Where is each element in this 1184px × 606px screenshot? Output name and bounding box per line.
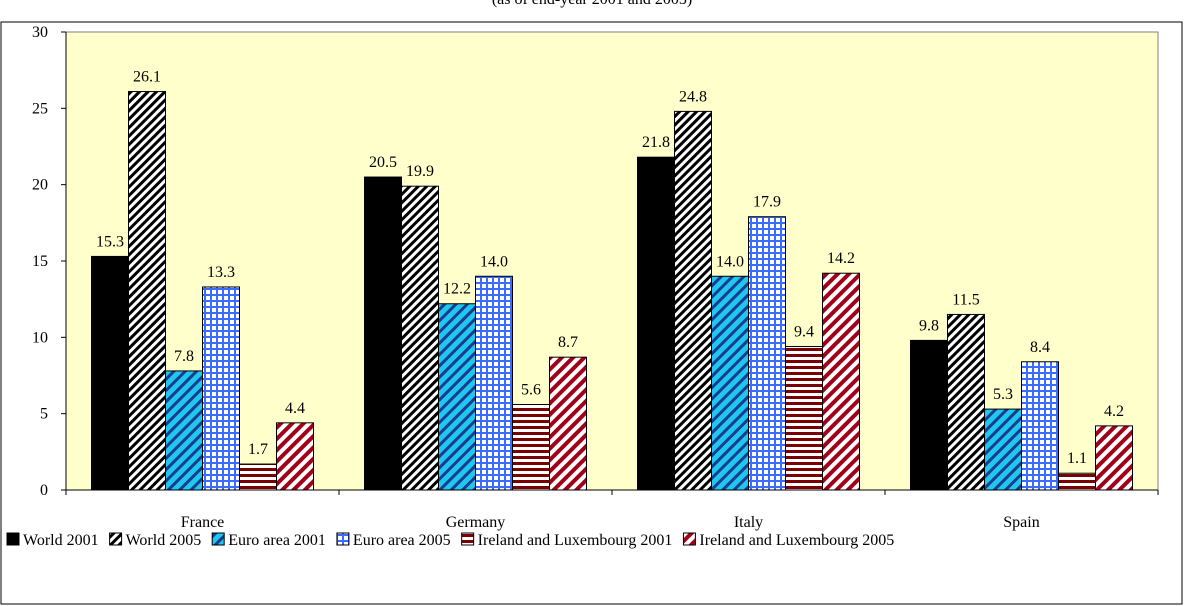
data-label-euro-area-2005-spain: 8.4 (1030, 339, 1050, 356)
bar-ireland-and-luxembourg-2001-italy (785, 345, 823, 491)
bar-world-2001-italy (637, 156, 675, 491)
legend-key-world-2005 (109, 532, 123, 546)
data-label-euro-area-2005-france: 13.3 (207, 264, 235, 281)
data-label-world-2005-france: 26.1 (133, 69, 161, 86)
bar-ireland-and-luxembourg-2001-germany (512, 404, 550, 491)
legend-label-euro-area-2005: Euro area 2005 (353, 532, 451, 549)
data-label-ireland-and-luxembourg-2005-france: 4.4 (285, 400, 305, 417)
data-label-euro-area-2001-spain: 5.3 (993, 386, 1013, 403)
x-tick-label-france: France (181, 514, 225, 531)
data-label-world-2001-italy: 21.8 (642, 134, 670, 151)
y-tick-label: 15 (32, 253, 48, 270)
y-tick-label: 20 (32, 177, 48, 194)
bar-world-2001-germany (364, 176, 402, 491)
data-label-euro-area-2001-france: 7.8 (174, 348, 194, 365)
data-label-euro-area-2005-germany: 14.0 (480, 253, 508, 270)
data-label-ireland-and-luxembourg-2005-italy: 14.2 (827, 250, 855, 267)
legend-label-ireland-and-luxembourg-2005: Ireland and Luxembourg 2005 (699, 532, 894, 549)
bar-euro-area-2001-spain (984, 408, 1022, 491)
data-label-euro-area-2001-italy: 14.0 (716, 253, 744, 270)
bar-ireland-and-luxembourg-2005-italy (822, 272, 860, 491)
legend-label-euro-area-2001: Euro area 2001 (228, 532, 326, 549)
legend-label-ireland-and-luxembourg-2001: Ireland and Luxembourg 2001 (478, 532, 673, 549)
bar-world-2005-italy (674, 110, 712, 491)
bar-ireland-and-luxembourg-2001-spain (1058, 472, 1096, 491)
data-labels-group: 15.3 20.5 21.8 9.8 26.1 19.9 24.8 11.5 7.8 12.2 14… (96, 69, 1124, 468)
y-tick-label: 25 (32, 100, 48, 117)
bar-euro-area-2005-germany (475, 275, 513, 491)
x-tick-label-spain: Spain (1003, 514, 1039, 531)
bar-ireland-and-luxembourg-2005-germany (549, 356, 587, 491)
legend-key-ireland-and-luxembourg-2005 (682, 532, 696, 546)
legend-key-ireland-and-luxembourg-2001 (461, 532, 475, 546)
legend-key-euro-area-2001 (211, 532, 225, 546)
y-tick-label: 10 (32, 329, 48, 346)
bar-euro-area-2005-spain (1021, 361, 1059, 491)
data-label-ireland-and-luxembourg-2005-germany: 8.7 (558, 334, 578, 351)
legend-label-world-2001: World 2001 (23, 532, 99, 549)
legend: World 2001 World 2005 Euro area 2001 Euro a… (6, 532, 894, 549)
y-axis: 0 5 10 15 20 25 30 (32, 24, 67, 499)
y-tick-label: 0 (40, 482, 48, 499)
data-label-world-2001-germany: 20.5 (369, 154, 397, 171)
data-label-world-2005-italy: 24.8 (679, 88, 707, 105)
data-label-world-2001-france: 15.3 (96, 233, 124, 250)
data-label-euro-area-2005-italy: 17.9 (753, 194, 781, 211)
bar-world-2001-spain (910, 339, 948, 491)
data-label-ireland-and-luxembourg-2001-spain: 1.1 (1067, 450, 1087, 467)
legend-label-world-2005: World 2005 (126, 532, 202, 549)
bar-ireland-and-luxembourg-2001-france (239, 463, 277, 491)
data-label-world-2001-spain: 9.8 (919, 317, 939, 334)
x-tick-label-germany: Germany (446, 514, 506, 531)
bar-euro-area-2005-italy (748, 216, 786, 491)
bar-euro-area-2001-germany (438, 303, 476, 491)
y-tick-label: 5 (40, 406, 48, 423)
bar-world-2001-france (91, 255, 129, 491)
bar-world-2005-spain (947, 313, 985, 491)
data-label-ireland-and-luxembourg-2001-italy: 9.4 (794, 323, 814, 340)
legend-key-euro-area-2005 (336, 532, 350, 546)
bars-group (91, 91, 1133, 491)
bar-euro-area-2001-italy (711, 275, 749, 491)
data-label-world-2005-spain: 11.5 (952, 291, 979, 308)
data-label-ireland-and-luxembourg-2005-spain: 4.2 (1104, 403, 1124, 420)
x-tick-label-italy: Italy (734, 514, 763, 531)
chart-subtitle: (as of end-year 2001 and 2005) (0, 0, 1184, 9)
bar-world-2005-germany (401, 185, 439, 491)
data-label-ireland-and-luxembourg-2001-germany: 5.6 (521, 382, 541, 399)
bar-ireland-and-luxembourg-2005-france (276, 422, 314, 491)
data-label-world-2005-germany: 19.9 (406, 163, 434, 180)
y-tick-label: 30 (32, 24, 48, 41)
data-label-euro-area-2001-germany: 12.2 (443, 281, 471, 298)
bar-euro-area-2005-france (202, 286, 240, 491)
bar-world-2005-france (128, 91, 166, 491)
legend-key-world-2001 (6, 532, 20, 546)
bar-euro-area-2001-france (165, 370, 203, 491)
bar-ireland-and-luxembourg-2005-spain (1095, 425, 1133, 491)
data-label-ireland-and-luxembourg-2001-france: 1.7 (248, 441, 268, 458)
